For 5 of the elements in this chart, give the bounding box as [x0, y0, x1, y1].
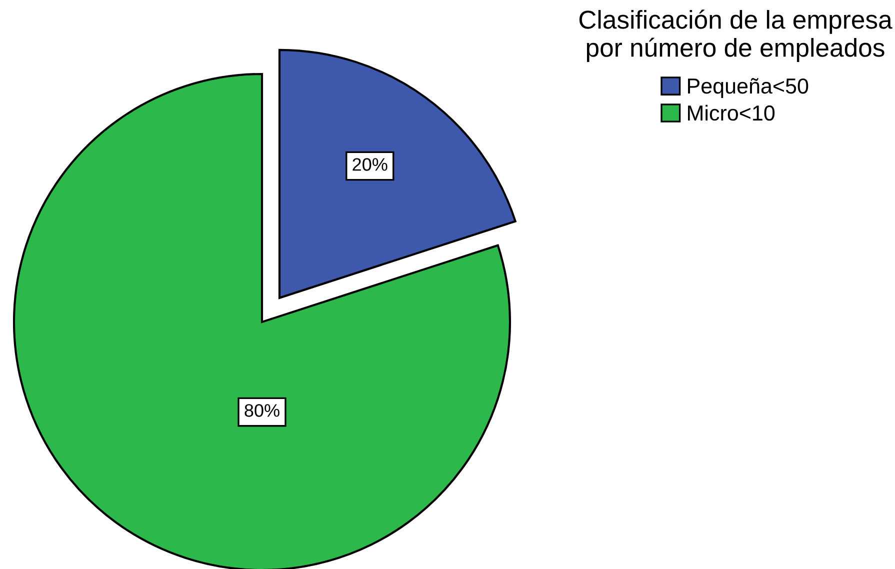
legend-label: Pequeña<50: [688, 78, 808, 98]
data-label: 80%: [244, 404, 280, 417]
legend-title: Clasificación de la empresa por número de empleados: [579, 10, 892, 62]
data-label: 20%: [352, 158, 388, 171]
legend-label: Micro<10: [688, 104, 775, 121]
